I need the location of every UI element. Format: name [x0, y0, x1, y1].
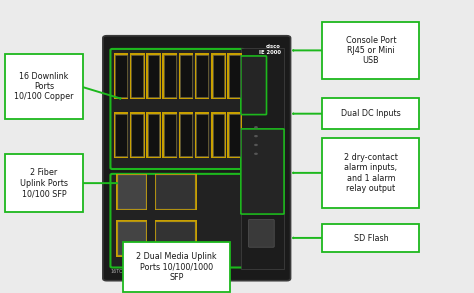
FancyBboxPatch shape [130, 112, 145, 158]
FancyBboxPatch shape [322, 22, 419, 79]
FancyBboxPatch shape [179, 112, 193, 158]
FancyBboxPatch shape [229, 55, 240, 97]
FancyBboxPatch shape [228, 53, 242, 99]
FancyBboxPatch shape [114, 112, 128, 158]
FancyBboxPatch shape [114, 53, 128, 99]
FancyBboxPatch shape [115, 55, 127, 97]
FancyBboxPatch shape [148, 55, 159, 97]
FancyBboxPatch shape [130, 53, 145, 99]
FancyBboxPatch shape [211, 112, 226, 158]
FancyBboxPatch shape [103, 36, 291, 281]
FancyBboxPatch shape [123, 242, 230, 292]
FancyBboxPatch shape [180, 114, 192, 156]
FancyBboxPatch shape [5, 54, 83, 119]
Circle shape [254, 126, 258, 128]
FancyBboxPatch shape [110, 174, 244, 268]
FancyBboxPatch shape [156, 222, 195, 255]
FancyBboxPatch shape [180, 55, 192, 97]
FancyBboxPatch shape [148, 114, 159, 156]
Text: 2 Dual Media Uplink
Ports 10/100/1000
SFP: 2 Dual Media Uplink Ports 10/100/1000 SF… [136, 252, 217, 282]
Text: SD Flash: SD Flash [354, 234, 388, 243]
FancyBboxPatch shape [116, 220, 147, 257]
FancyBboxPatch shape [229, 114, 240, 156]
FancyBboxPatch shape [163, 112, 177, 158]
FancyBboxPatch shape [322, 98, 419, 129]
FancyBboxPatch shape [110, 49, 244, 169]
FancyBboxPatch shape [196, 55, 208, 97]
Text: 16 Downlink
Ports
10/100 Copper: 16 Downlink Ports 10/100 Copper [14, 71, 73, 101]
FancyBboxPatch shape [241, 129, 284, 214]
FancyBboxPatch shape [195, 112, 210, 158]
FancyBboxPatch shape [212, 55, 224, 97]
FancyBboxPatch shape [241, 56, 266, 115]
FancyBboxPatch shape [118, 222, 146, 255]
FancyBboxPatch shape [164, 114, 175, 156]
FancyBboxPatch shape [131, 114, 143, 156]
FancyBboxPatch shape [116, 173, 147, 210]
Circle shape [254, 144, 258, 146]
FancyBboxPatch shape [322, 224, 419, 252]
FancyBboxPatch shape [163, 53, 177, 99]
Circle shape [254, 153, 258, 155]
Text: 16TC-G: 16TC-G [110, 269, 128, 274]
FancyBboxPatch shape [179, 53, 193, 99]
FancyBboxPatch shape [241, 48, 284, 269]
FancyBboxPatch shape [146, 53, 161, 99]
Text: 2 dry-contact
alarm inputs,
and 1 alarm
relay output: 2 dry-contact alarm inputs, and 1 alarm … [344, 153, 398, 193]
FancyBboxPatch shape [196, 114, 208, 156]
FancyBboxPatch shape [322, 138, 419, 208]
FancyBboxPatch shape [115, 114, 127, 156]
FancyBboxPatch shape [155, 220, 197, 257]
FancyBboxPatch shape [212, 114, 224, 156]
FancyBboxPatch shape [155, 173, 197, 210]
Text: Console Port
RJ45 or Mini
USB: Console Port RJ45 or Mini USB [346, 36, 396, 65]
FancyBboxPatch shape [211, 53, 226, 99]
FancyBboxPatch shape [228, 112, 242, 158]
FancyBboxPatch shape [118, 175, 146, 209]
FancyBboxPatch shape [164, 55, 175, 97]
Circle shape [254, 135, 258, 137]
FancyBboxPatch shape [131, 55, 143, 97]
FancyBboxPatch shape [195, 53, 210, 99]
Text: Dual DC Inputs: Dual DC Inputs [341, 109, 401, 118]
Text: 2 Fiber
Uplink Ports
10/100 SFP: 2 Fiber Uplink Ports 10/100 SFP [20, 168, 68, 198]
FancyBboxPatch shape [5, 154, 83, 212]
Text: cisco
IE 2000: cisco IE 2000 [259, 44, 281, 55]
FancyBboxPatch shape [156, 175, 195, 209]
FancyBboxPatch shape [146, 112, 161, 158]
FancyBboxPatch shape [248, 219, 274, 247]
